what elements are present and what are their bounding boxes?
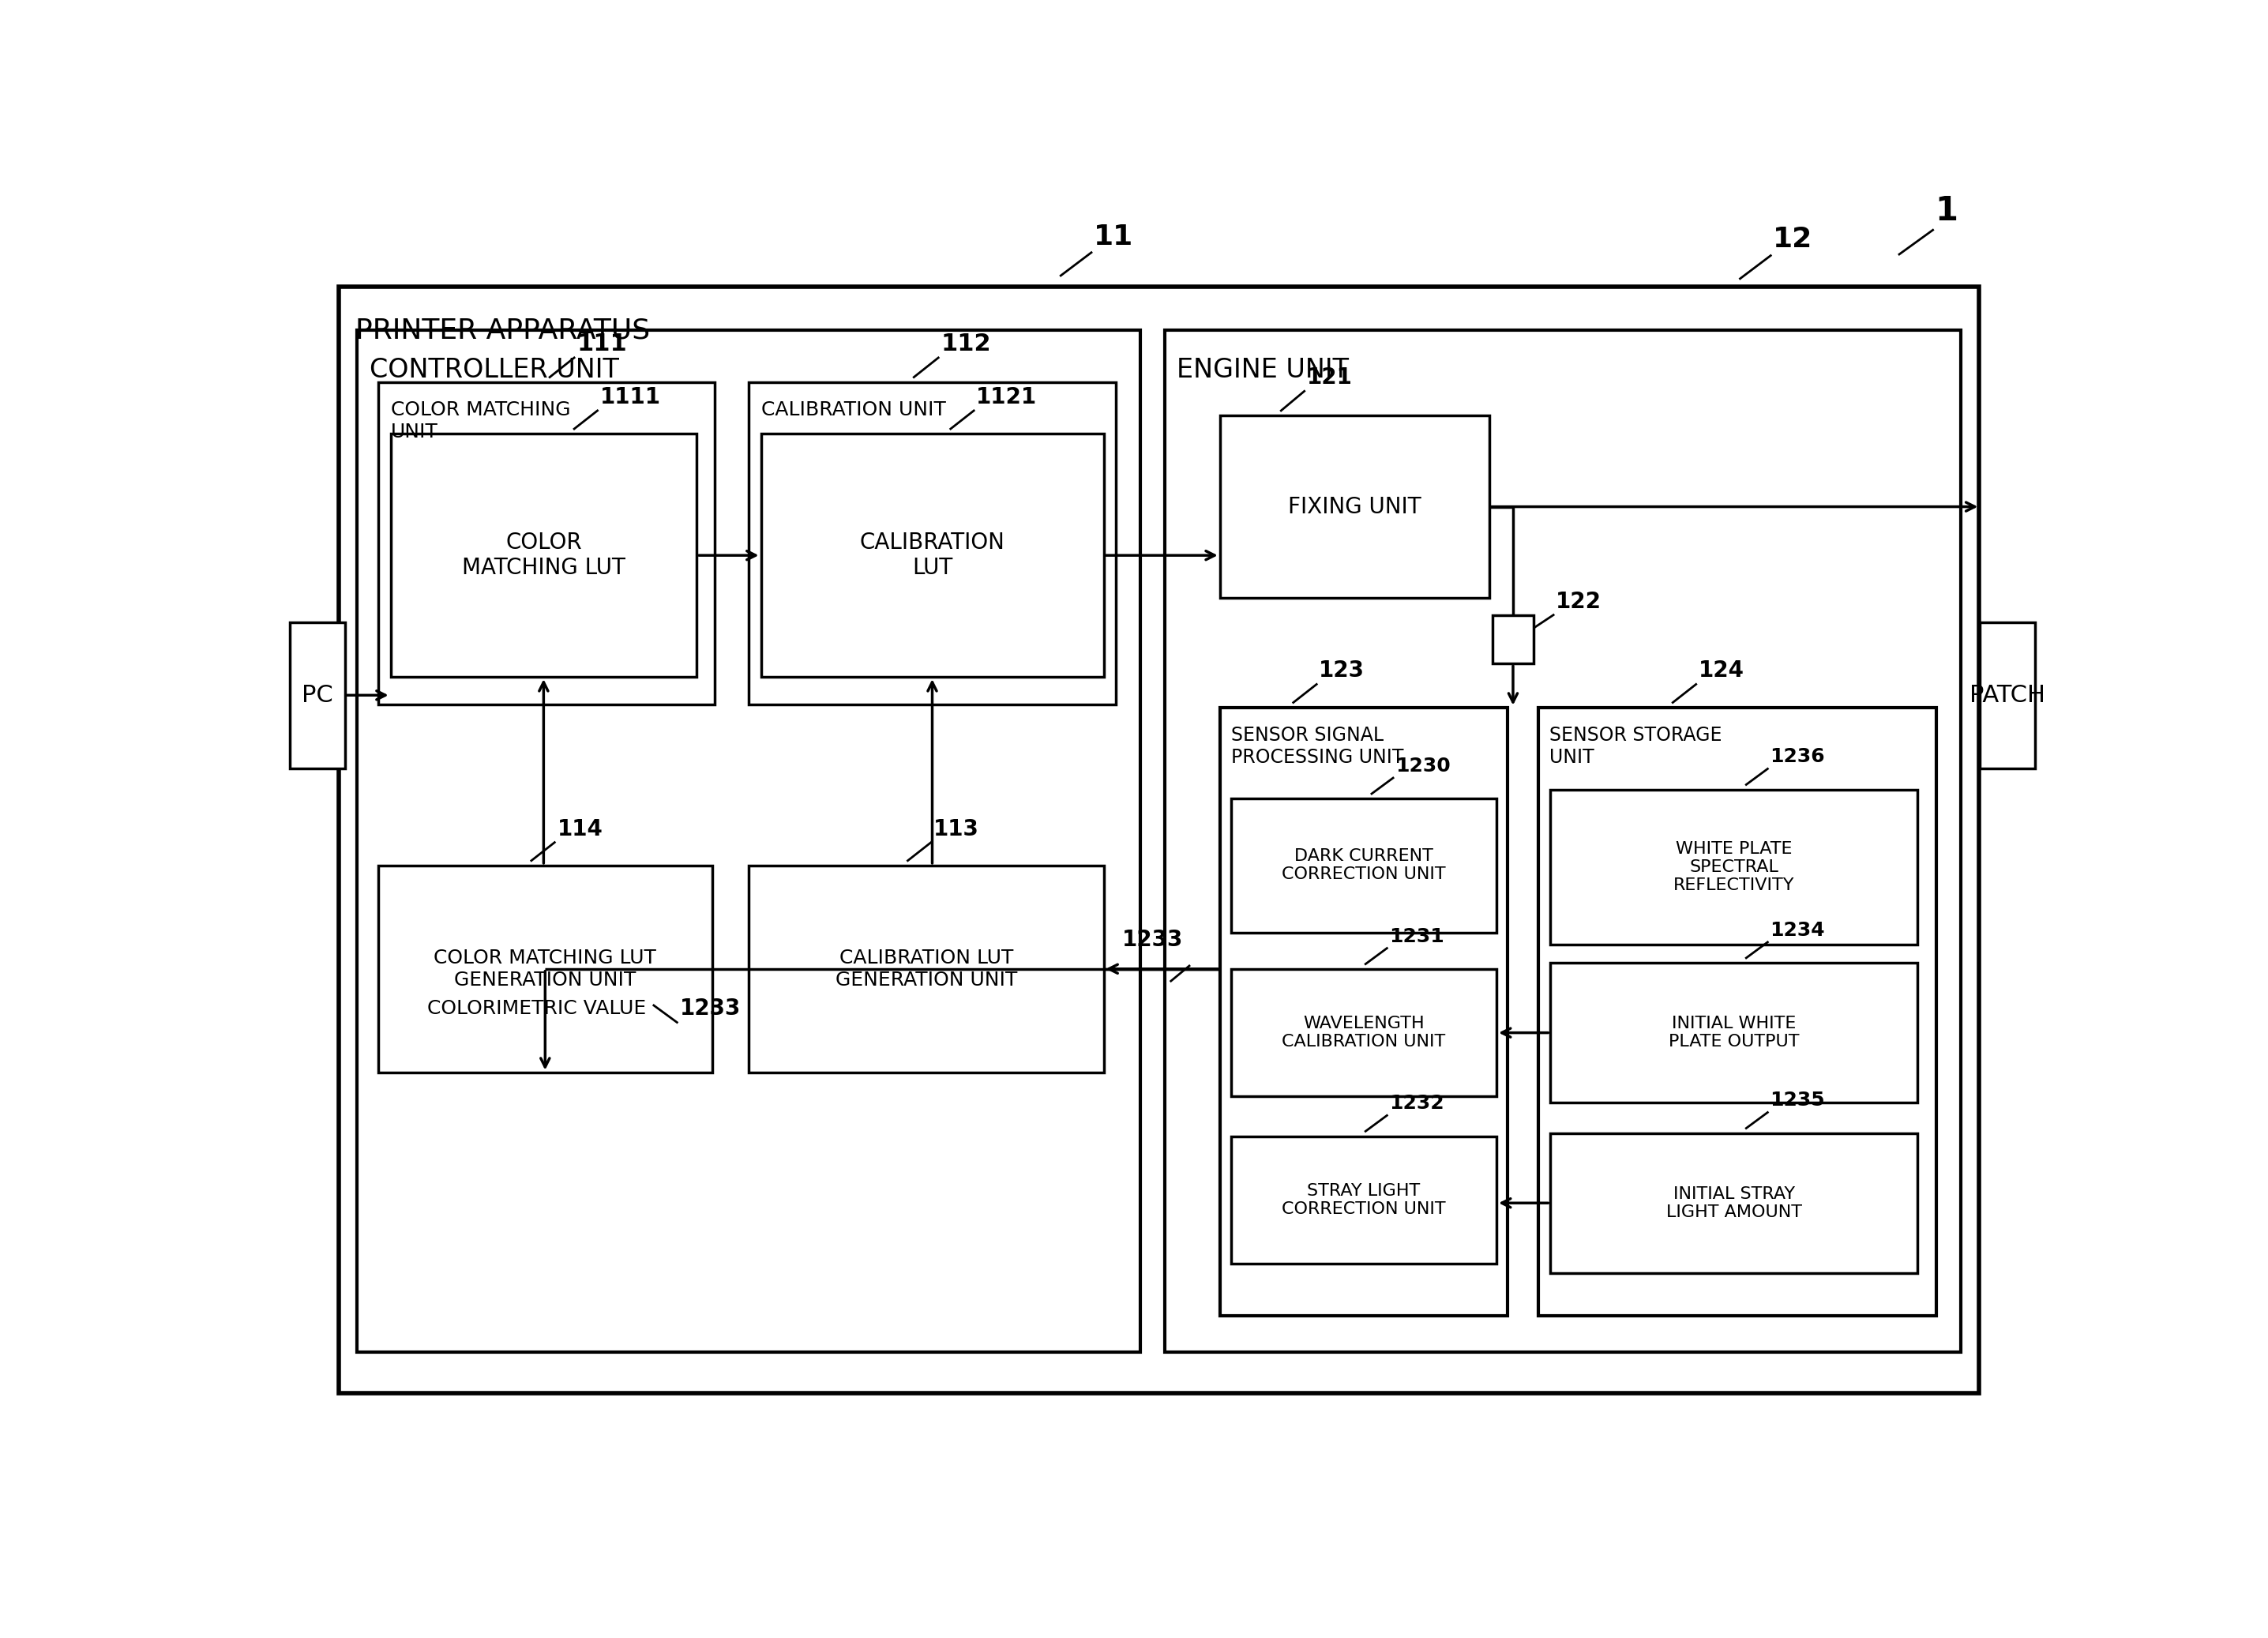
- Text: 1236: 1236: [1769, 747, 1826, 767]
- Bar: [748, 865, 1105, 1073]
- Bar: [748, 382, 1116, 704]
- Text: COLORIMETRIC VALUE: COLORIMETRIC VALUE: [426, 999, 646, 1019]
- Text: SENSOR STORAGE
UNIT: SENSOR STORAGE UNIT: [1549, 726, 1721, 767]
- Text: 1121: 1121: [975, 387, 1036, 408]
- Bar: [1551, 790, 1916, 945]
- Bar: [390, 434, 696, 676]
- Text: INITIAL WHITE
PLATE OUTPUT: INITIAL WHITE PLATE OUTPUT: [1669, 1016, 1799, 1050]
- Bar: [1220, 416, 1490, 598]
- Bar: [1220, 708, 1508, 1315]
- Bar: [1492, 614, 1533, 663]
- Bar: [1232, 970, 1497, 1096]
- Bar: [1538, 708, 1937, 1315]
- Text: 1232: 1232: [1390, 1094, 1445, 1112]
- Text: 12: 12: [1774, 226, 1812, 254]
- Text: PATCH: PATCH: [1969, 683, 2046, 706]
- Text: INITIAL STRAY
LIGHT AMOUNT: INITIAL STRAY LIGHT AMOUNT: [1667, 1186, 1801, 1220]
- Bar: [379, 865, 712, 1073]
- Text: CALIBRATION LUT
GENERATION UNIT: CALIBRATION LUT GENERATION UNIT: [835, 948, 1016, 989]
- Text: 114: 114: [558, 817, 603, 840]
- Text: 1: 1: [1935, 195, 1957, 228]
- Text: COLOR
MATCHING LUT: COLOR MATCHING LUT: [463, 531, 626, 580]
- Text: ENGINE UNIT: ENGINE UNIT: [1177, 357, 1349, 383]
- Bar: [1980, 622, 2034, 768]
- Text: 1231: 1231: [1390, 927, 1445, 945]
- Bar: [1232, 1137, 1497, 1265]
- Text: CALIBRATION
LUT: CALIBRATION LUT: [860, 531, 1005, 580]
- Text: 123: 123: [1320, 660, 1365, 681]
- Text: 1233: 1233: [1123, 929, 1184, 950]
- Bar: [356, 331, 1141, 1351]
- Text: FIXING UNIT: FIXING UNIT: [1288, 496, 1422, 518]
- Text: WAVELENGTH
CALIBRATION UNIT: WAVELENGTH CALIBRATION UNIT: [1281, 1016, 1445, 1050]
- Text: CONTROLLER UNIT: CONTROLLER UNIT: [370, 357, 619, 383]
- Text: CALIBRATION UNIT: CALIBRATION UNIT: [760, 400, 946, 419]
- Text: SENSOR SIGNAL
PROCESSING UNIT: SENSOR SIGNAL PROCESSING UNIT: [1232, 726, 1404, 767]
- Text: 113: 113: [934, 817, 980, 840]
- Text: 112: 112: [941, 333, 991, 355]
- Text: 111: 111: [576, 333, 626, 355]
- Text: WHITE PLATE
SPECTRAL
REFLECTIVITY: WHITE PLATE SPECTRAL REFLECTIVITY: [1674, 840, 1794, 893]
- Text: 1234: 1234: [1769, 921, 1826, 940]
- Text: COLOR MATCHING
UNIT: COLOR MATCHING UNIT: [390, 400, 569, 441]
- Text: COLOR MATCHING LUT
GENERATION UNIT: COLOR MATCHING LUT GENERATION UNIT: [433, 948, 655, 989]
- Text: 1230: 1230: [1395, 757, 1452, 775]
- Text: DARK CURRENT
CORRECTION UNIT: DARK CURRENT CORRECTION UNIT: [1281, 848, 1445, 883]
- Text: PRINTER APPARATUS: PRINTER APPARATUS: [356, 318, 651, 344]
- Text: 124: 124: [1699, 660, 1744, 681]
- Text: 11: 11: [1093, 223, 1134, 251]
- Bar: [1232, 799, 1497, 932]
- Bar: [290, 622, 345, 768]
- Text: 1111: 1111: [601, 387, 660, 408]
- Bar: [1166, 331, 1960, 1351]
- Text: 1235: 1235: [1769, 1091, 1826, 1111]
- Text: 122: 122: [1556, 590, 1601, 613]
- Text: PC: PC: [302, 683, 333, 706]
- Bar: [760, 434, 1105, 676]
- Text: STRAY LIGHT
CORRECTION UNIT: STRAY LIGHT CORRECTION UNIT: [1281, 1183, 1445, 1217]
- Bar: [1551, 1133, 1916, 1273]
- Text: 1233: 1233: [680, 998, 742, 1020]
- Bar: [1551, 963, 1916, 1102]
- Bar: [338, 287, 1978, 1394]
- Text: 121: 121: [1306, 367, 1352, 388]
- Bar: [379, 382, 714, 704]
